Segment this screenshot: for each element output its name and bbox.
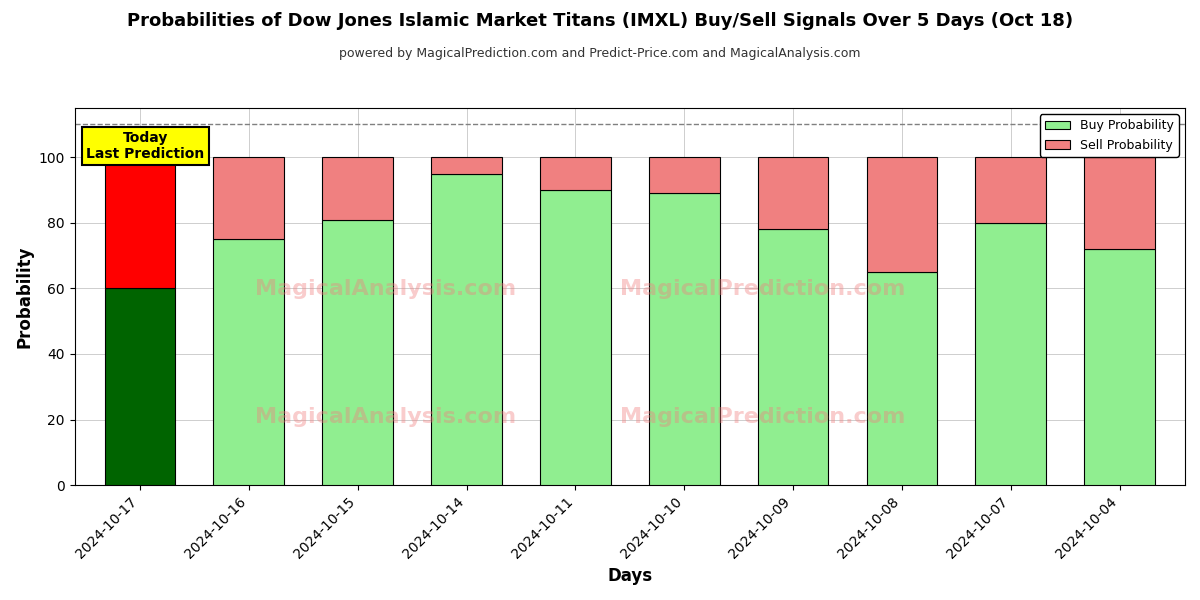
Bar [104, 157, 175, 289]
Bar [540, 190, 611, 485]
Text: MagicalAnalysis.com: MagicalAnalysis.com [254, 407, 516, 427]
Bar [1085, 157, 1156, 249]
Bar [323, 220, 394, 485]
Bar [214, 157, 284, 239]
Bar [104, 289, 175, 485]
Bar [1085, 249, 1156, 485]
X-axis label: Days: Days [607, 567, 653, 585]
Bar [866, 272, 937, 485]
Bar [540, 157, 611, 190]
Bar [431, 157, 502, 173]
Text: Probabilities of Dow Jones Islamic Market Titans (IMXL) Buy/Sell Signals Over 5 : Probabilities of Dow Jones Islamic Marke… [127, 12, 1073, 30]
Text: MagicalPrediction.com: MagicalPrediction.com [620, 407, 906, 427]
Bar [757, 229, 828, 485]
Bar [323, 157, 394, 220]
Legend: Buy Probability, Sell Probability: Buy Probability, Sell Probability [1040, 114, 1178, 157]
Bar [866, 157, 937, 272]
Bar [757, 157, 828, 229]
Text: powered by MagicalPrediction.com and Predict-Price.com and MagicalAnalysis.com: powered by MagicalPrediction.com and Pre… [340, 47, 860, 61]
Text: MagicalAnalysis.com: MagicalAnalysis.com [254, 279, 516, 299]
Bar [431, 173, 502, 485]
Text: MagicalPrediction.com: MagicalPrediction.com [620, 279, 906, 299]
Bar [649, 157, 720, 193]
Bar [214, 239, 284, 485]
Bar [976, 223, 1046, 485]
Bar [976, 157, 1046, 223]
Y-axis label: Probability: Probability [16, 245, 34, 348]
Text: Today
Last Prediction: Today Last Prediction [86, 131, 204, 161]
Bar [649, 193, 720, 485]
